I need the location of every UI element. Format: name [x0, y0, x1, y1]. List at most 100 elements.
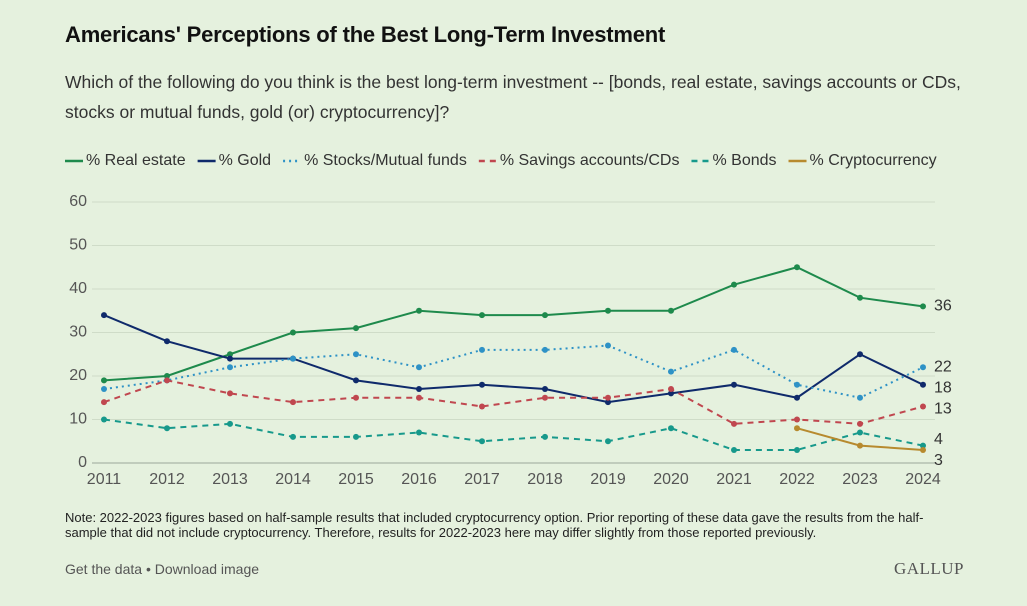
data-point	[731, 420, 737, 427]
legend-label: % Savings accounts/CDs	[500, 152, 680, 169]
data-point	[479, 438, 485, 445]
data-point	[920, 364, 926, 371]
series-line	[103, 344, 924, 399]
data-point	[605, 394, 611, 401]
x-tick-label: 2012	[149, 471, 185, 488]
data-point	[542, 394, 548, 401]
data-point	[857, 420, 863, 427]
x-tick-label: 2021	[716, 471, 752, 488]
data-point	[731, 381, 737, 388]
data-point	[227, 420, 233, 427]
data-point	[731, 346, 737, 353]
data-point	[416, 386, 422, 393]
x-tick-label: 2014	[275, 471, 311, 488]
data-point	[416, 364, 422, 371]
x-tick-label: 2017	[464, 471, 500, 488]
data-point	[920, 442, 926, 449]
y-tick-label: 40	[69, 280, 87, 297]
legend-label: % Stocks/Mutual funds	[304, 152, 467, 169]
data-point	[857, 442, 863, 449]
x-tick-label: 2018	[527, 471, 563, 488]
data-point	[668, 307, 674, 314]
data-point	[542, 386, 548, 393]
data-point	[794, 425, 800, 432]
data-point	[920, 403, 926, 410]
end-label: 3	[934, 452, 943, 469]
data-point	[542, 433, 548, 440]
end-label: 13	[934, 401, 952, 418]
x-tick-label: 2024	[905, 471, 941, 488]
data-point	[164, 338, 170, 345]
data-point	[353, 377, 359, 384]
y-tick-label: 10	[69, 411, 87, 428]
separator: •	[145, 561, 151, 577]
data-point	[731, 281, 737, 288]
data-point	[668, 425, 674, 432]
data-point	[857, 394, 863, 401]
x-tick-label: 2015	[338, 471, 374, 488]
series-line	[103, 266, 924, 382]
data-point	[227, 364, 233, 371]
data-point	[290, 329, 296, 336]
data-point	[605, 399, 611, 406]
y-tick-label: 30	[69, 324, 87, 341]
data-point	[164, 373, 170, 379]
legend-label: % Gold	[219, 152, 271, 169]
end-label: 4	[934, 431, 943, 448]
data-point	[290, 355, 296, 362]
chart-subtitle: Which of the following do you think is t…	[65, 72, 961, 122]
data-point	[416, 394, 422, 401]
logo: GALLUP	[893, 559, 964, 578]
data-point	[542, 346, 548, 353]
data-point	[101, 312, 107, 319]
data-point	[857, 294, 863, 301]
series-line	[103, 314, 924, 404]
y-tick-label: 50	[69, 237, 87, 254]
legend-label: % Cryptocurrency	[810, 152, 937, 169]
y-tick-label: 0	[78, 454, 87, 471]
data-point	[794, 446, 800, 453]
x-tick-label: 2020	[653, 471, 689, 488]
x-tick-label: 2022	[779, 471, 815, 488]
x-tick-label: 2013	[212, 471, 248, 488]
data-point	[794, 264, 800, 271]
data-point	[290, 433, 296, 440]
data-point	[920, 303, 926, 310]
data-point	[857, 429, 863, 436]
data-point	[605, 307, 611, 314]
x-tick-label: 2011	[87, 471, 122, 488]
link[interactable]: Get the data	[65, 561, 143, 577]
data-point	[668, 390, 674, 397]
data-point	[794, 381, 800, 388]
end-label: 18	[934, 380, 952, 397]
data-point	[227, 355, 233, 362]
data-point	[479, 312, 485, 319]
data-point	[101, 399, 107, 406]
data-point	[731, 446, 737, 453]
series-line	[103, 418, 924, 451]
chart-title: Americans' Perceptions of the Best Long-…	[65, 22, 666, 47]
data-point	[668, 386, 674, 393]
data-point	[542, 312, 548, 319]
link[interactable]: Download image	[154, 561, 260, 577]
data-point	[353, 325, 359, 332]
data-point	[479, 346, 485, 353]
data-point	[353, 433, 359, 440]
data-point	[164, 377, 170, 384]
x-tick-label: 2019	[590, 471, 626, 488]
end-label: 22	[934, 359, 952, 376]
data-point	[353, 394, 359, 401]
footer: Get the data • Download image	[65, 561, 259, 577]
legend-label: % Bonds	[712, 152, 776, 169]
data-point	[416, 307, 422, 314]
data-point	[794, 394, 800, 401]
y-tick-label: 60	[69, 193, 87, 210]
data-point	[668, 368, 674, 375]
data-point	[479, 381, 485, 388]
data-point	[479, 403, 485, 410]
data-point	[857, 351, 863, 358]
legend-label: % Real estate	[86, 152, 186, 169]
data-point	[101, 386, 107, 393]
data-point	[164, 425, 170, 432]
